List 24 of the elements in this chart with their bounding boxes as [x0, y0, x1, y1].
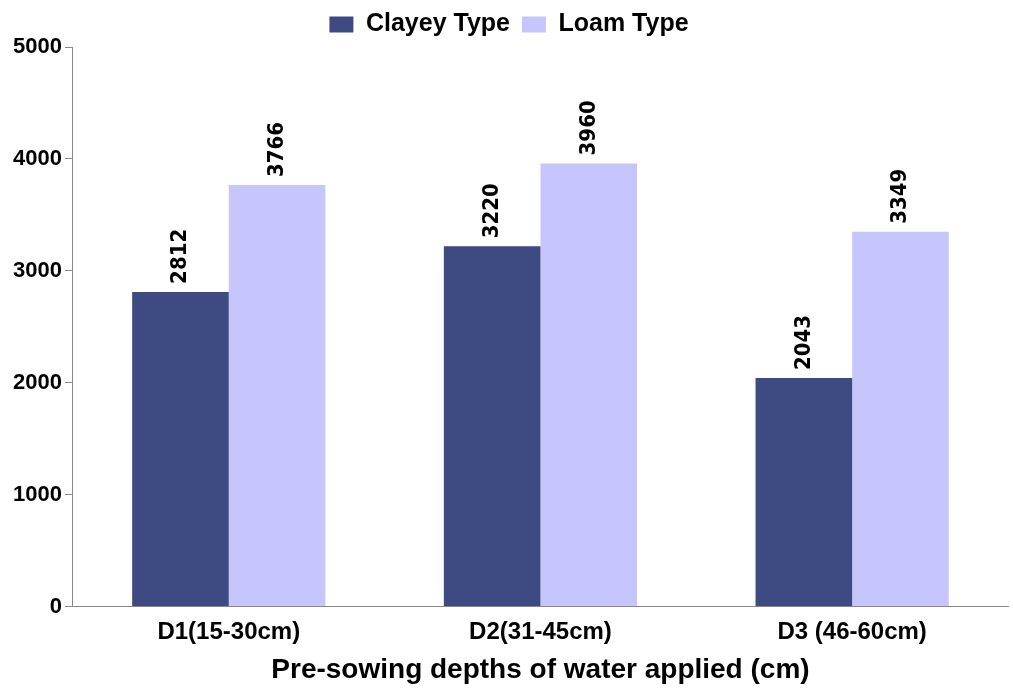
data-label: 2812	[166, 228, 192, 284]
data-label: 3349	[886, 168, 912, 224]
legend-label: Clayey Type	[365, 8, 511, 37]
bar	[443, 246, 541, 607]
data-label: 3220	[477, 183, 503, 239]
y-tick-label: 0	[49, 592, 62, 618]
bar	[540, 163, 638, 607]
data-label: 3766	[262, 122, 288, 178]
bar	[132, 291, 229, 607]
x-axis-title: Pre-sowing depths of water applied (cm)	[271, 652, 810, 684]
x-tick-label: D3 (46-60cm)	[777, 616, 927, 644]
y-tick-label: 3000	[12, 256, 62, 282]
data-label: 2043	[789, 314, 815, 370]
x-tick-label: D2(31-45cm)	[469, 616, 612, 644]
data-label: 3960	[574, 100, 600, 156]
bar	[755, 377, 853, 607]
y-tick-label: 4000	[12, 144, 62, 170]
legend-label: Loam Type	[558, 8, 689, 37]
bar	[228, 185, 326, 607]
x-tick-label: D1(15-30cm)	[157, 616, 301, 644]
y-tick-label: 1000	[12, 480, 62, 506]
y-tick-label: 5000	[12, 33, 62, 59]
y-tick-label: 2000	[12, 368, 62, 394]
bar	[852, 231, 949, 607]
